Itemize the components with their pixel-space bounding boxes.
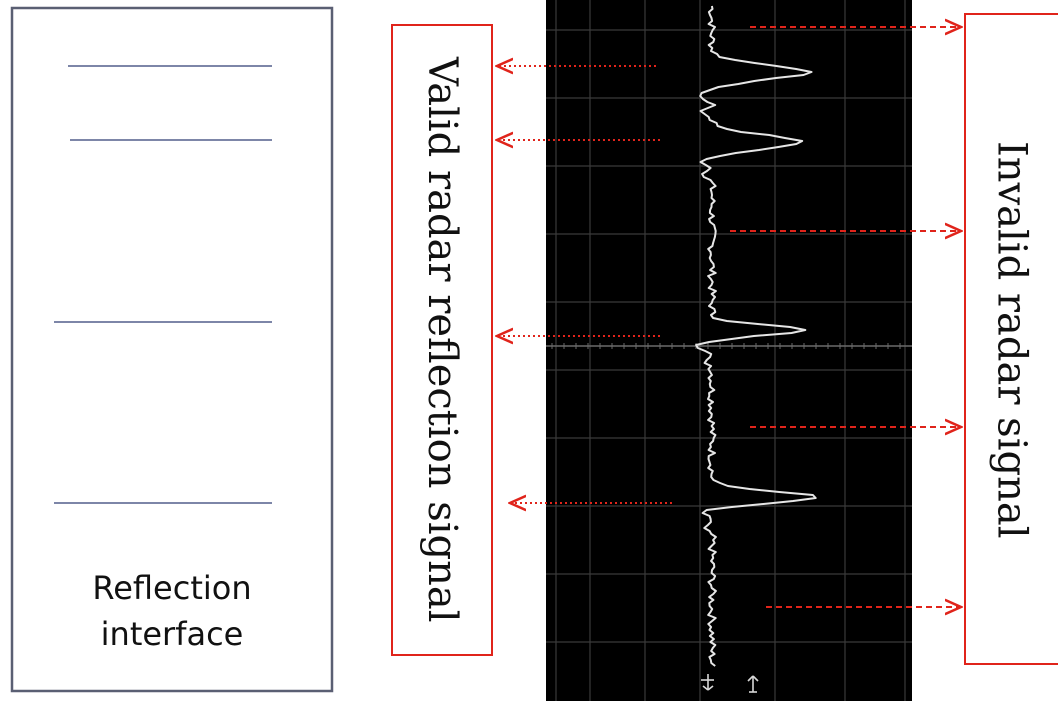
oscilloscope-grid (546, 0, 912, 701)
signal-trace (695, 5, 817, 667)
interface-label-line-1: Reflection (92, 569, 252, 607)
up-arrow-marker-icon (747, 675, 759, 693)
oscilloscope-screen (546, 0, 912, 701)
down-arrow-marker-icon (701, 674, 714, 691)
reflection-interface-label: Reflection interface (12, 565, 332, 657)
valid-signal-box (391, 24, 493, 656)
valid-signal-label: Valid radar reflection signal (419, 57, 465, 623)
invalid-signal-box (964, 13, 1058, 665)
interface-label-line-2: interface (100, 615, 244, 653)
invalid-signal-label: Invalid radar signal (988, 141, 1035, 539)
reflection-interface-box (10, 6, 334, 693)
